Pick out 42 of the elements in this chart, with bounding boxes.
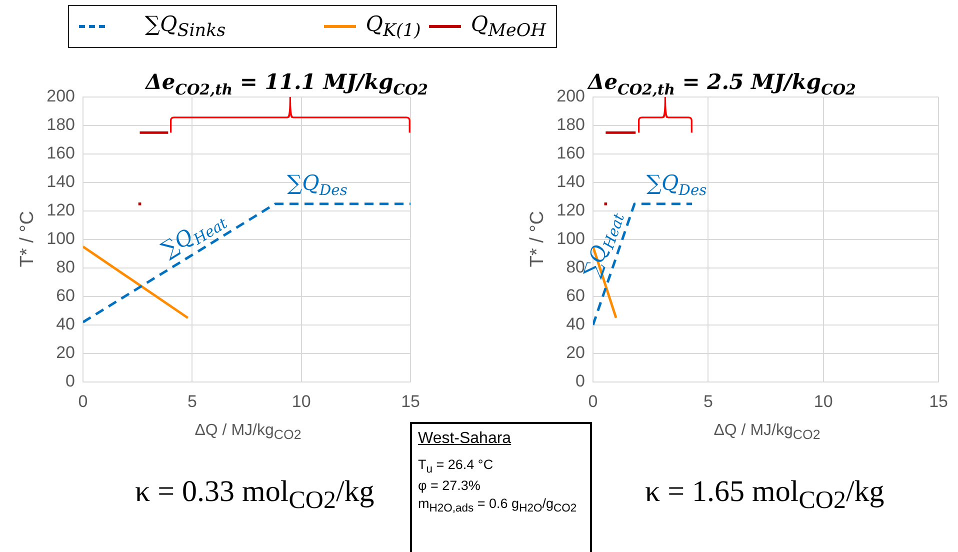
x-tick-label: 15 xyxy=(929,392,948,411)
y-tick-label: 160 xyxy=(556,144,585,163)
y-tick-label: 80 xyxy=(56,258,75,277)
x-tick-label: 5 xyxy=(703,392,713,411)
text: West-Sahara xyxy=(418,429,512,449)
legend-label: Q$_{K(1)}$ xyxy=(366,12,421,42)
y-tick-label: 60 xyxy=(56,286,75,306)
y-axis-title: T* / °C xyxy=(17,210,39,270)
y-tick-label: 180 xyxy=(556,115,585,134)
y-tick-label: 40 xyxy=(566,314,585,334)
legend-label: ∑Q$_{Sinks}$ xyxy=(145,12,226,42)
y-tick-label: 20 xyxy=(56,343,75,362)
y-tick-label: 200 xyxy=(556,86,585,106)
y-tick-label: 140 xyxy=(556,172,585,192)
text: φ = 27.3% xyxy=(418,477,482,495)
y-tick-label: 0 xyxy=(66,372,75,391)
y-tick-label: 0 xyxy=(576,372,585,391)
text: m$_{H2O,ads}$ = 0.6 g$_{H2O}$/g$_{CO2}$ xyxy=(418,494,578,516)
y-tick-label: 100 xyxy=(556,229,585,248)
x-tick-label: 15 xyxy=(401,392,420,411)
y-axis-title: T* / °C xyxy=(527,210,549,270)
x-tick-label: 10 xyxy=(814,392,833,411)
y-tick-label: 120 xyxy=(46,200,75,220)
y-tick-label: 180 xyxy=(46,115,75,134)
x-axis-title: ΔQ / MJ/kg$_{CO2}$ xyxy=(194,422,302,442)
x-axis-title: ΔQ / MJ/kg$_{CO2}$ xyxy=(712,422,822,442)
x-tick-label: 0 xyxy=(588,392,598,411)
text: κ = 1.65 mol$_{CO2}$/kg xyxy=(645,475,884,515)
y-tick-label: 60 xyxy=(566,286,585,306)
x-tick-label: 0 xyxy=(78,392,88,411)
x-tick-label: 5 xyxy=(187,392,197,411)
y-tick-label: 140 xyxy=(46,172,75,192)
legend-label: Q$_{MeOH}$ xyxy=(470,12,546,42)
y-tick-label: 200 xyxy=(46,86,75,106)
x-tick-label: 10 xyxy=(292,392,311,411)
text: T$_{u}$ = 26.4 °C xyxy=(418,456,494,478)
y-tick-label: 100 xyxy=(46,229,75,248)
y-tick-label: 40 xyxy=(56,314,75,334)
text: κ = 0.33 mol$_{CO2}$/kg xyxy=(135,475,374,515)
y-tick-label: 160 xyxy=(46,144,75,163)
y-tick-label: 20 xyxy=(566,343,585,362)
y-tick-label: 120 xyxy=(556,200,585,220)
